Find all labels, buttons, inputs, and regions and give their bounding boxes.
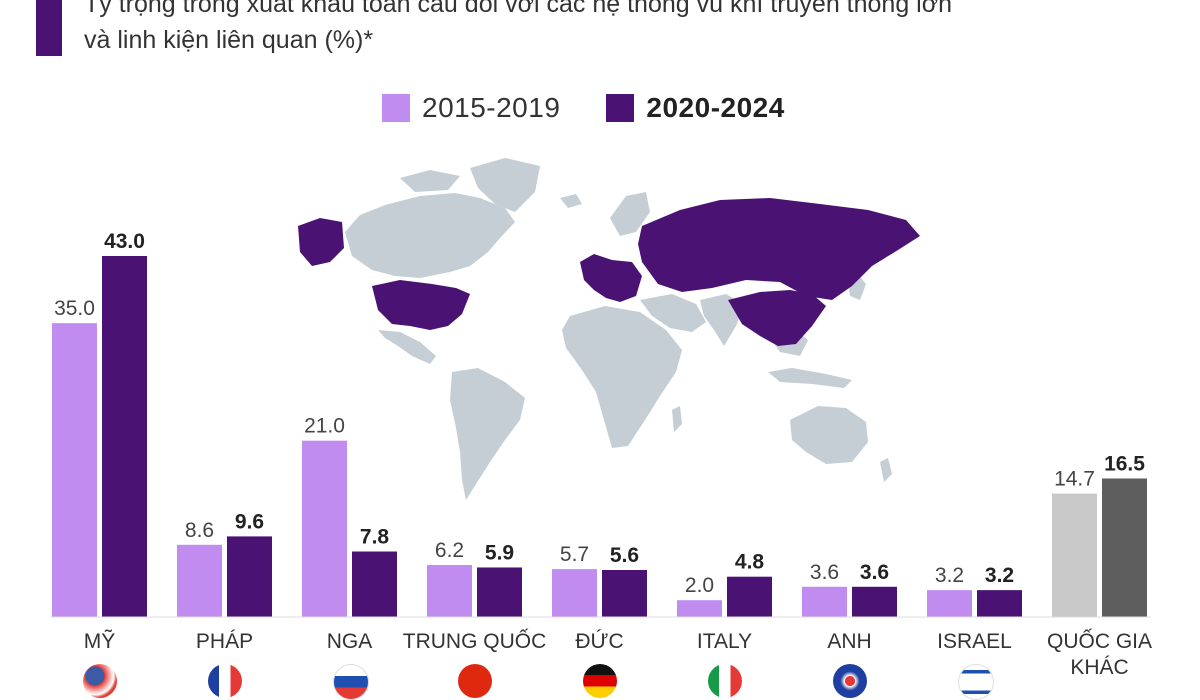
data-label-anh-2015-2019: 3.6 (810, 561, 839, 584)
category-label-quốc-gia-khác-line2: KHÁC (1070, 656, 1128, 675)
data-label-anh-2020-2024: 3.6 (860, 561, 889, 584)
subtitle-line-1: Tỷ trọng trong xuất khẩu toàn cầu đối vớ… (84, 0, 953, 18)
category-label-italy: ITALY (697, 630, 752, 653)
data-label-italy-2015-2019: 2.0 (685, 574, 714, 597)
us-flag-icon (83, 664, 117, 698)
map-new-zealand (880, 458, 892, 482)
map-russia (638, 198, 920, 300)
bar-mỹ-2020-2024 (102, 256, 147, 617)
map-alaska (298, 218, 344, 266)
map-indonesia (768, 368, 852, 388)
china-flag-icon (458, 664, 492, 698)
data-label-đức-2015-2019: 5.7 (560, 543, 589, 566)
data-label-pháp-2015-2019: 8.6 (185, 519, 214, 542)
data-label-mỹ-2015-2019: 35.0 (54, 297, 95, 320)
legend-swatch-2020-2024 (606, 94, 635, 122)
category-label-đức: ĐỨC (575, 630, 623, 653)
category-label-israel: ISRAEL (937, 630, 1012, 653)
category-label-anh: ANH (827, 630, 871, 653)
chart-subtitle: Tỷ trọng trong xuất khẩu toàn cầu đối vớ… (84, 0, 1184, 58)
bar-mỹ-2015-2019 (52, 323, 97, 617)
category-label-quốc-gia-khác-line1: QUỐC GIA (1047, 629, 1152, 653)
map-middle-east (640, 294, 706, 332)
data-label-đức-2020-2024: 5.6 (610, 544, 639, 567)
map-madagascar (672, 406, 682, 432)
map-usa (372, 280, 470, 330)
map-arctic-islands (400, 170, 460, 192)
legend-item-2015-2019: 2015-2019 (382, 92, 560, 124)
bar-nga-2020-2024 (352, 551, 397, 617)
uk-flag-icon (833, 664, 867, 698)
header-accent-bar (36, 0, 62, 56)
data-label-trung-quốc-2015-2019: 6.2 (435, 539, 464, 562)
data-label-nga-2020-2024: 7.8 (360, 526, 390, 549)
data-label-italy-2020-2024: 4.8 (735, 551, 765, 574)
legend-label-2020-2024: 2020-2024 (646, 92, 785, 123)
map-mexico (378, 330, 436, 364)
france-flag-icon (208, 664, 242, 698)
bar-anh-2020-2024 (852, 586, 897, 617)
data-label-nga-2015-2019: 21.0 (304, 415, 345, 438)
data-label-quốc-gia-khác-2015-2019: 14.7 (1054, 468, 1095, 491)
germany-flag-icon (583, 664, 617, 698)
bar-chart: 35.0 43.0 MỸ 8.6 9.6 PHÁP 21.0 7.8 NGA 6.2 5.9 TRUN… (50, 230, 1152, 675)
bar-israel-2020-2024 (977, 590, 1022, 617)
map-africa (562, 306, 682, 448)
map-canada (345, 193, 515, 278)
data-label-quốc-gia-khác-2020-2024: 16.5 (1104, 452, 1145, 475)
bar-nga-2015-2019 (302, 440, 347, 617)
category-label-mỹ: MỸ (84, 629, 116, 653)
map-highlighted-countries (298, 198, 920, 346)
bar-italy-2015-2019 (677, 600, 722, 617)
bar-trung-quốc-2020-2024 (477, 567, 522, 617)
category-label-trung-quốc: TRUNG QUỐC (403, 629, 547, 653)
bar-trung-quốc-2015-2019 (427, 564, 472, 617)
world-map (298, 158, 920, 500)
bar-pháp-2020-2024 (227, 536, 272, 617)
data-label-pháp-2020-2024: 9.6 (235, 510, 264, 533)
map-scandinavia (610, 192, 650, 236)
russia-flag-icon (333, 664, 369, 700)
data-label-israel-2020-2024: 3.2 (985, 564, 1014, 587)
category-label-nga: NGA (327, 630, 373, 653)
map-australia (790, 406, 868, 464)
map-south-america (450, 368, 525, 500)
data-label-mỹ-2020-2024: 43.0 (104, 230, 145, 253)
map-iceland (560, 194, 582, 208)
bar-anh-2015-2019 (802, 586, 847, 617)
chart-legend: 2015-2019 2020-2024 (382, 92, 831, 124)
bar-israel-2015-2019 (927, 590, 972, 617)
bar-quốc-gia-khác-2020-2024 (1102, 478, 1147, 617)
data-label-trung-quốc-2020-2024: 5.9 (485, 541, 514, 564)
bar-italy-2020-2024 (727, 576, 772, 617)
legend-label-2015-2019: 2015-2019 (422, 92, 561, 123)
bar-đức-2020-2024 (602, 569, 647, 617)
bar-quốc-gia-khác-2015-2019 (1052, 493, 1097, 617)
subtitle-line-2: và linh kiện liên quan (%)* (84, 26, 374, 54)
legend-swatch-2015-2019 (382, 94, 410, 122)
legend-item-2020-2024: 2020-2024 (606, 92, 784, 124)
italy-flag-icon (708, 664, 742, 698)
category-label-pháp: PHÁP (196, 630, 253, 653)
map-greenland (470, 158, 540, 212)
bar-đức-2015-2019 (552, 569, 597, 617)
data-label-israel-2015-2019: 3.2 (935, 564, 964, 587)
bar-pháp-2015-2019 (177, 544, 222, 617)
map-china (728, 290, 826, 346)
israel-flag-icon (958, 664, 994, 700)
map-europe-group (580, 254, 642, 302)
map-base-landmass (345, 158, 892, 500)
